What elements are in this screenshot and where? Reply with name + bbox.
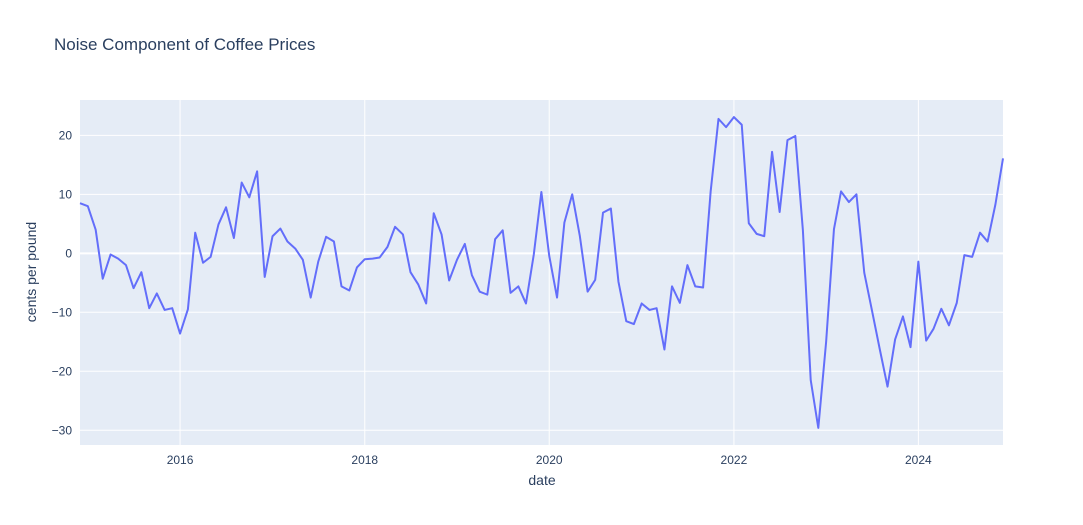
x-axis-ticks: 2016 2018 2020 2022 2024 <box>167 453 932 467</box>
y-tick-label: 10 <box>59 187 73 201</box>
y-axis-title: cents per pound <box>23 222 39 322</box>
plot-area <box>80 100 1003 445</box>
y-axis-ticks: 20 10 0 −10 −20 −30 <box>52 128 73 437</box>
chart-title: Noise Component of Coffee Prices <box>54 35 315 54</box>
x-tick-label: 2022 <box>721 453 748 467</box>
y-tick-label: −10 <box>52 305 73 319</box>
series-layer <box>79 116 1004 429</box>
gridlines <box>80 100 1003 445</box>
y-tick-label: 20 <box>59 128 73 142</box>
y-tick-label: 0 <box>65 246 72 260</box>
x-tick-label: 2024 <box>905 453 932 467</box>
x-axis-title: date <box>528 472 555 488</box>
y-tick-label: −30 <box>52 423 73 437</box>
series-line <box>79 116 1004 429</box>
x-tick-label: 2020 <box>536 453 563 467</box>
x-tick-label: 2018 <box>351 453 378 467</box>
y-tick-label: −20 <box>52 364 73 378</box>
x-tick-label: 2016 <box>167 453 194 467</box>
